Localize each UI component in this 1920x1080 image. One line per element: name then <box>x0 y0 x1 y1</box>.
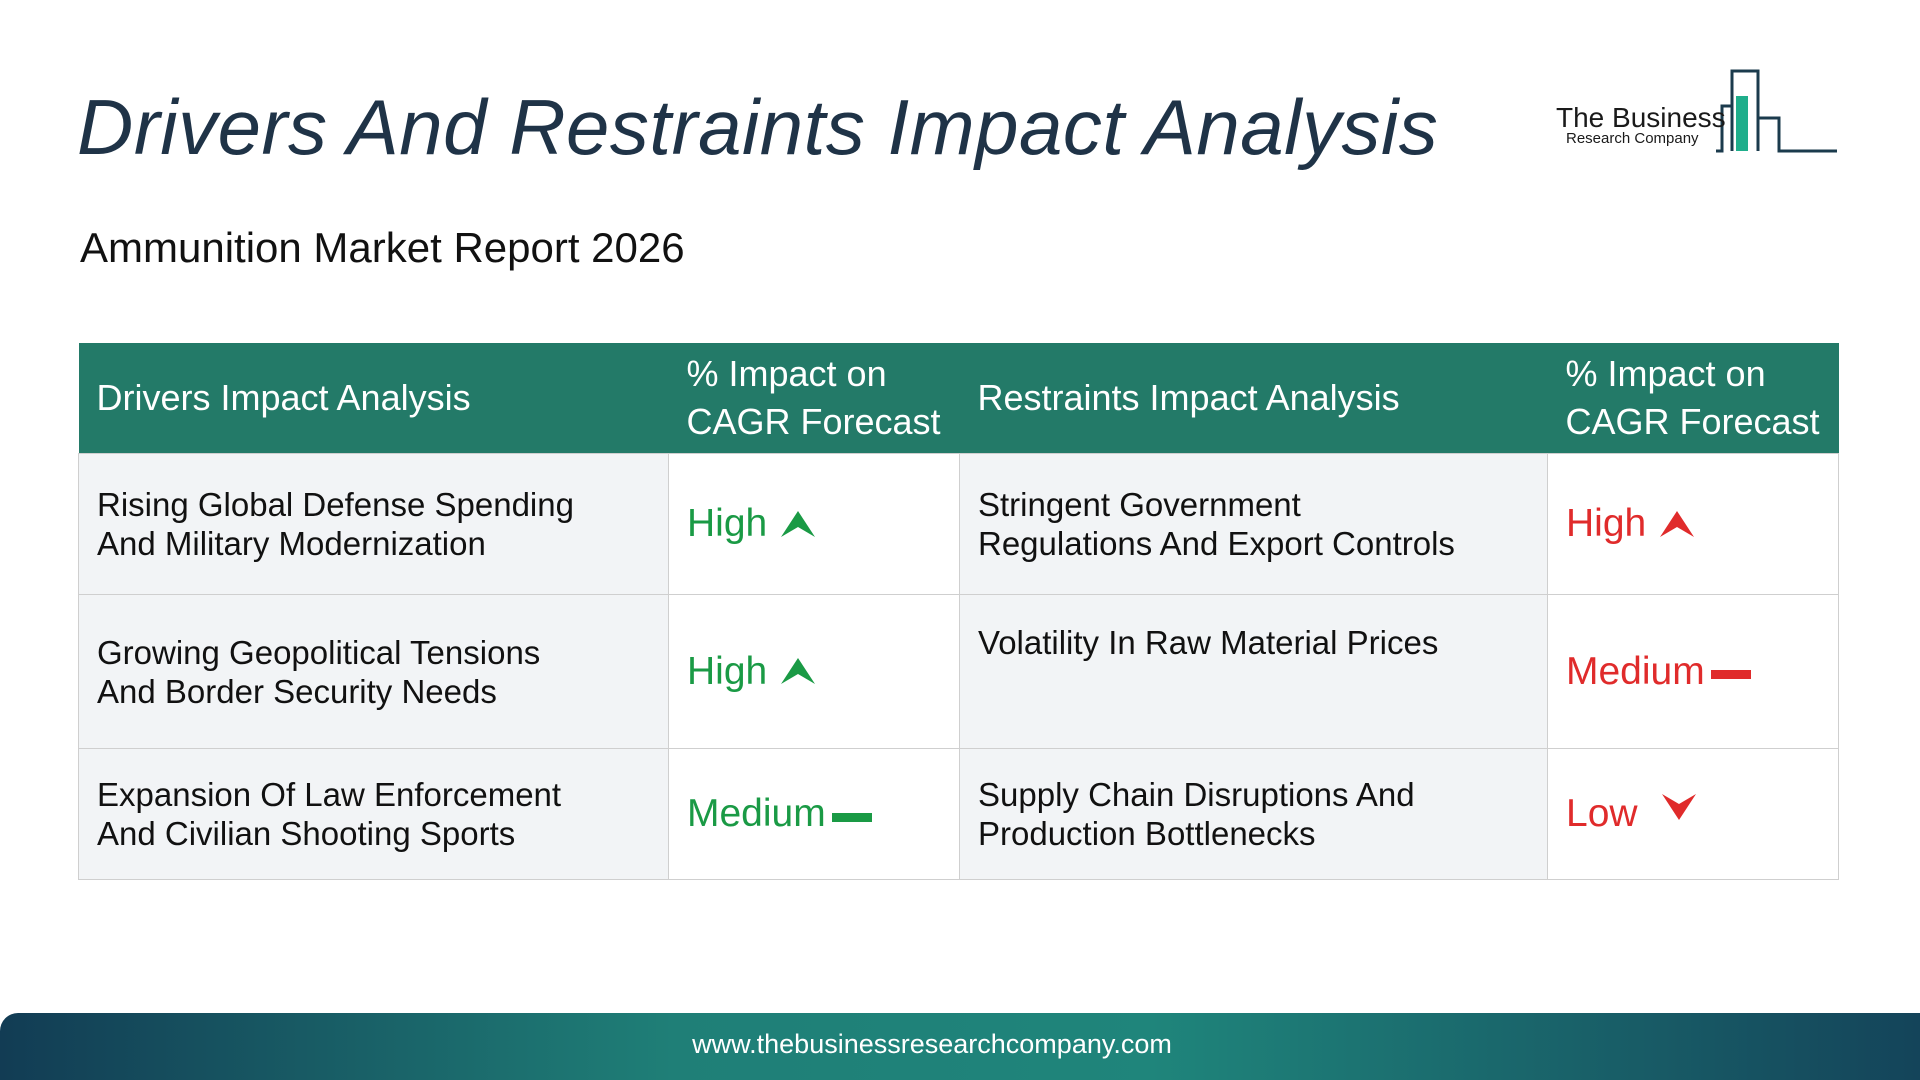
restraint-impact-cell: Medium <box>1547 594 1839 749</box>
driver-impact: High <box>687 649 816 693</box>
restraint-impact: High <box>1566 502 1695 545</box>
up-arrow-icon <box>781 510 816 537</box>
driver-text-line1: Expansion Of Law Enforcement <box>97 776 562 813</box>
header-restraints: Restraints Impact Analysis <box>959 343 1548 454</box>
header-restraints-impact-line2: CAGR Forecast <box>1565 401 1820 442</box>
restraint-cell: Stringent Government Regulations And Exp… <box>959 453 1548 595</box>
header-drivers-impact-line2: CAGR Forecast <box>686 401 941 442</box>
driver-text-line2: And Military Modernization <box>97 525 486 562</box>
driver-cell: Rising Global Defense Spending And Milit… <box>78 453 669 595</box>
table-row: Expansion Of Law Enforcement And Civilia… <box>78 748 1839 880</box>
driver-cell: Growing Geopolitical Tensions And Border… <box>78 594 669 749</box>
driver-impact-cell: Medium <box>668 748 960 880</box>
driver-text-line1: Growing Geopolitical Tensions <box>97 633 541 671</box>
restraint-text-line2: Production Bottlenecks <box>978 815 1316 852</box>
driver-impact-label: High <box>687 649 768 693</box>
restraint-cell: Volatility In Raw Material Prices <box>959 594 1548 749</box>
down-arrow-icon <box>1661 793 1696 820</box>
driver-impact: Medium <box>687 794 872 833</box>
driver-impact-cell: High <box>668 594 960 749</box>
driver-text-line2: And Civilian Shooting Sports <box>97 815 516 852</box>
restraint-text-line1: Volatility In Raw Material Prices <box>978 624 1439 661</box>
restraint-text-line2: Regulations And Export Controls <box>978 525 1455 562</box>
dash-icon <box>831 812 872 822</box>
restraint-impact-label: Medium <box>1566 649 1705 693</box>
restraint-impact: Low <box>1566 792 1696 835</box>
table-row: Rising Global Defense Spending And Milit… <box>78 453 1839 595</box>
up-arrow-icon <box>781 658 816 684</box>
restraint-impact-label: Low <box>1566 792 1638 835</box>
driver-cell: Expansion Of Law Enforcement And Civilia… <box>78 748 669 880</box>
logo-text-primary: The Business <box>1556 102 1726 133</box>
logo-text-secondary: Research Company <box>1566 130 1699 147</box>
restraint-impact-label: High <box>1566 502 1647 545</box>
header-drivers-impact-line1: % Impact on <box>686 353 887 394</box>
driver-impact-label: High <box>687 502 768 545</box>
company-logo: The Business Research Company <box>1554 66 1838 156</box>
header-drivers-impact: % Impact on CAGR Forecast <box>668 343 960 454</box>
header-restraints-impact-line1: % Impact on <box>1565 353 1766 394</box>
restraint-impact: Medium <box>1566 652 1751 691</box>
restraint-text-line1: Stringent Government <box>978 486 1301 523</box>
restraint-cell: Supply Chain Disruptions And Production … <box>959 748 1548 880</box>
driver-impact: High <box>687 502 816 545</box>
footer-bar: www.thebusinessresearchcompany.com <box>0 1013 1920 1080</box>
footer-url-link[interactable]: www.thebusinessresearchcompany.com <box>692 1029 1172 1059</box>
header-drivers: Drivers Impact Analysis <box>78 343 669 454</box>
impact-table: Drivers Impact Analysis % Impact on CAGR… <box>78 343 1839 880</box>
driver-text-line1: Rising Global Defense Spending <box>97 486 574 523</box>
restraint-text-line1: Supply Chain Disruptions And <box>978 776 1415 813</box>
restraint-impact-cell: Low <box>1547 748 1839 880</box>
table-header-row: Drivers Impact Analysis % Impact on CAGR… <box>78 343 1839 454</box>
page-title: Drivers And Restraints Impact Analysis <box>77 83 1439 171</box>
driver-text-line2: And Border Security Needs <box>97 672 497 710</box>
dash-icon <box>1710 670 1751 679</box>
driver-impact-cell: High <box>668 453 960 595</box>
header-restraints-impact: % Impact on CAGR Forecast <box>1547 343 1839 454</box>
table-row: Growing Geopolitical Tensions And Border… <box>78 594 1839 749</box>
restraint-impact-cell: High <box>1547 453 1839 595</box>
up-arrow-icon <box>1660 510 1695 537</box>
driver-impact-label: Medium <box>687 792 826 835</box>
report-subtitle: Ammunition Market Report 2026 <box>80 224 685 271</box>
logo-bars-icon <box>1716 69 1837 153</box>
